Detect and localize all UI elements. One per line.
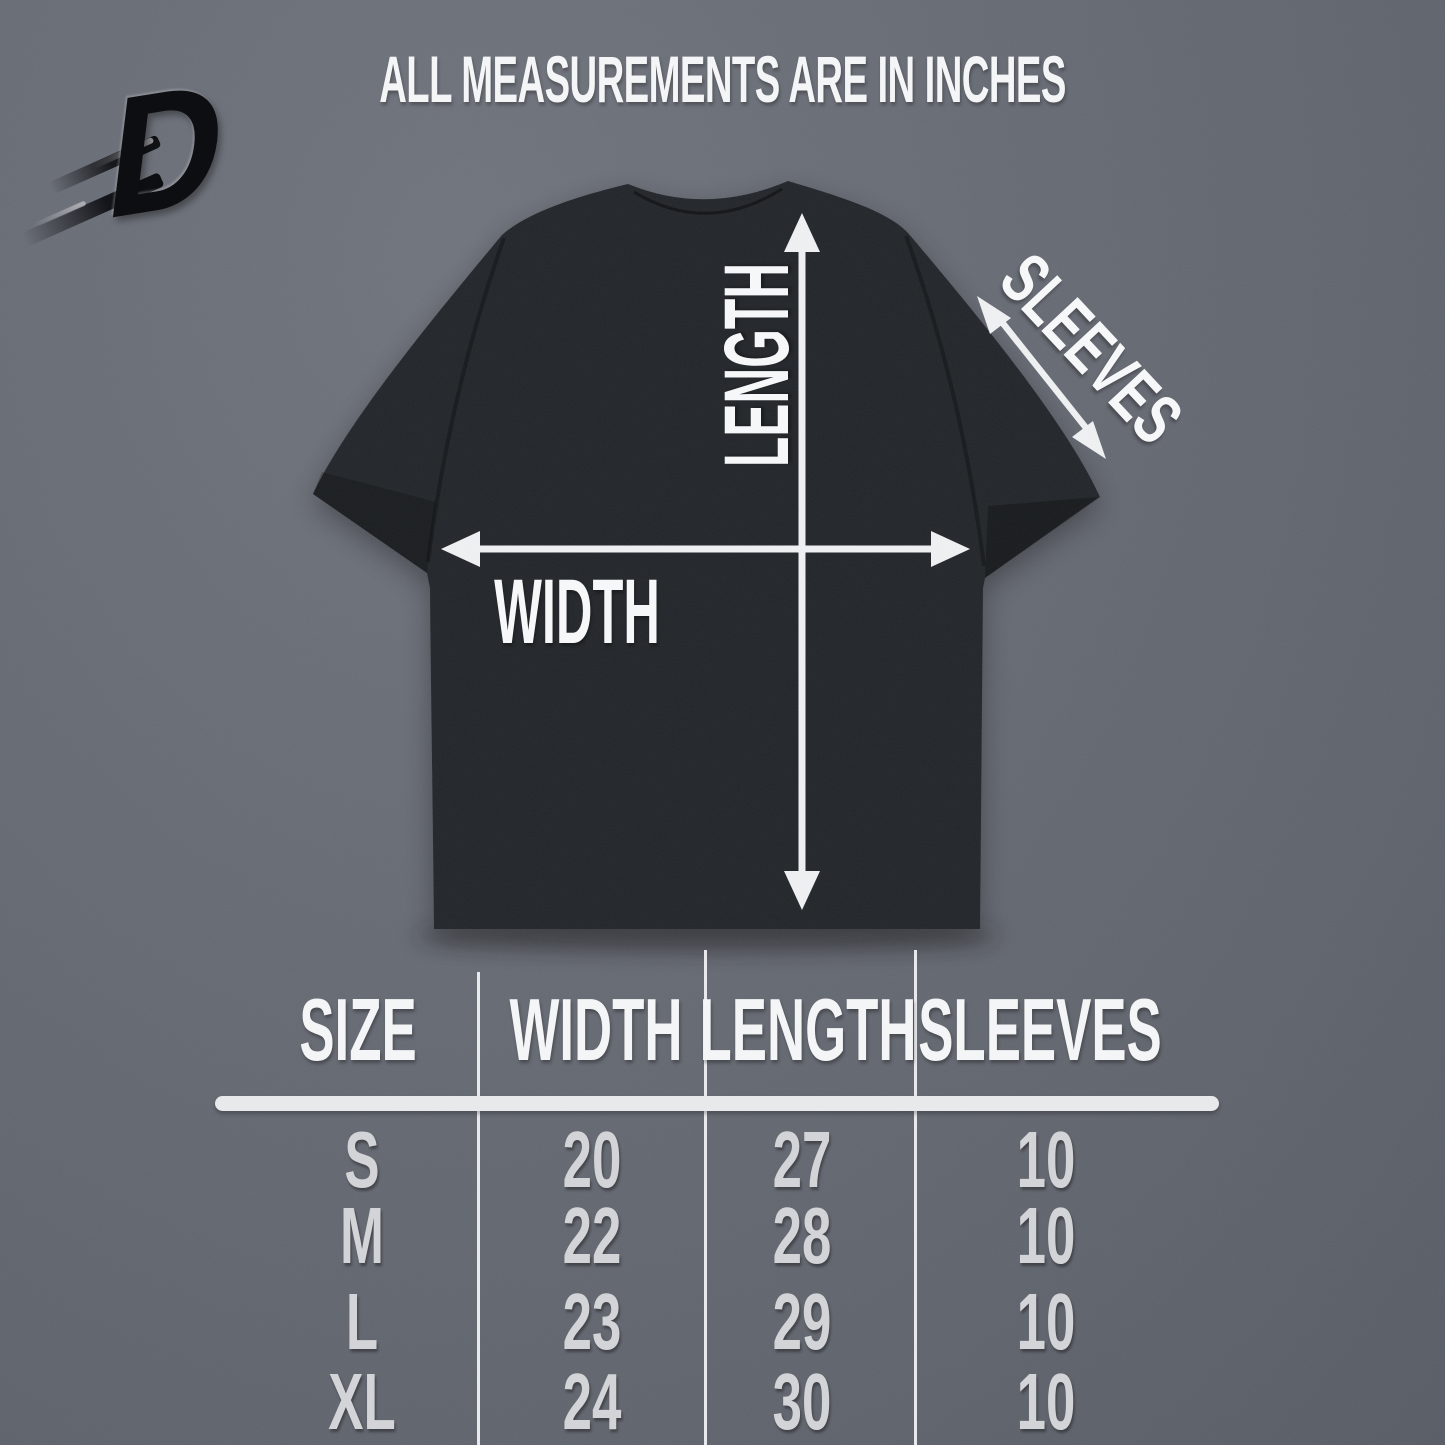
length-cell: 30 [772, 1357, 832, 1445]
size-cell: S [344, 1115, 380, 1204]
length-cell: 27 [772, 1115, 832, 1204]
table-header-width: WIDTH [509, 980, 683, 1079]
width-cell: 24 [562, 1357, 622, 1445]
table-divider [477, 972, 480, 1445]
page-title: ALL MEASUREMENTS ARE IN INCHES [379, 42, 1066, 116]
brand-logo: D [21, 44, 248, 256]
table-header-sleeves: SLEEVES [918, 980, 1162, 1079]
width-cell: 20 [562, 1115, 622, 1204]
size-cell: M [340, 1191, 384, 1280]
size-cell: XL [328, 1357, 396, 1445]
width-label: WIDTH [494, 561, 660, 663]
table-divider [914, 950, 917, 1445]
width-cell: 23 [562, 1277, 622, 1366]
length-cell: 29 [772, 1277, 832, 1366]
sleeves-cell: 10 [1016, 1115, 1076, 1204]
table-divider [704, 950, 707, 1445]
width-cell: 22 [562, 1191, 622, 1280]
header-underline [215, 1096, 1219, 1111]
table-header-length: LENGTH [699, 980, 917, 1079]
sleeves-cell: 10 [1016, 1277, 1076, 1366]
size-cell: L [345, 1277, 379, 1366]
logo-letter: D [97, 43, 236, 257]
table-header-size: SIZE [299, 980, 417, 1079]
sleeves-cell: 10 [1016, 1357, 1076, 1445]
sleeves-cell: 10 [1016, 1191, 1076, 1280]
length-label: LENGTH [706, 262, 808, 468]
length-cell: 28 [772, 1191, 832, 1280]
